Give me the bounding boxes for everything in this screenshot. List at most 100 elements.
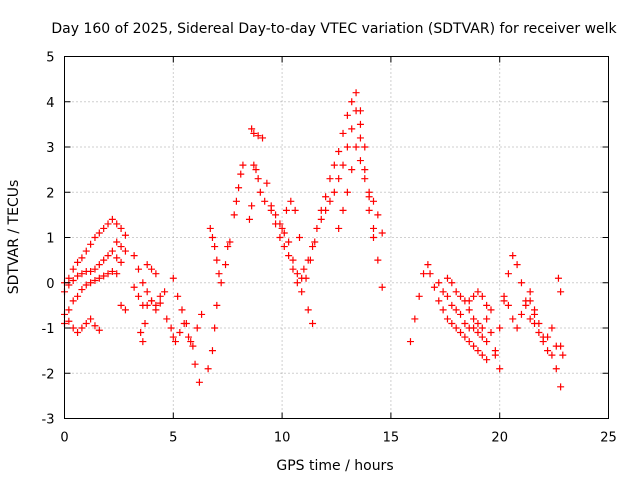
data-point <box>470 324 478 332</box>
data-point <box>548 351 556 359</box>
series-arc-q <box>278 197 317 327</box>
data-point <box>365 188 373 196</box>
x-tick-label: 5 <box>169 431 177 446</box>
x-tick-label: 0 <box>60 431 68 446</box>
series-arc-y <box>435 279 491 346</box>
data-point <box>326 175 334 183</box>
data-point <box>483 356 491 364</box>
data-point <box>95 229 103 237</box>
data-point <box>239 161 247 169</box>
data-point <box>278 224 286 232</box>
data-point <box>439 288 447 296</box>
series-arc-ae <box>531 319 565 391</box>
series-arc-m <box>245 161 269 223</box>
data-point <box>198 310 206 318</box>
data-point <box>226 238 234 246</box>
data-point <box>250 129 258 137</box>
data-point <box>211 243 219 251</box>
data-point <box>272 211 280 219</box>
data-point <box>348 166 356 174</box>
data-point <box>304 256 312 264</box>
data-point <box>74 258 82 266</box>
data-point <box>217 279 225 287</box>
data-point <box>161 288 169 296</box>
series-arc-k <box>206 224 223 278</box>
data-point <box>182 319 190 327</box>
data-point <box>361 143 369 151</box>
series-arc-u <box>356 134 386 291</box>
data-point <box>276 234 284 241</box>
data-point <box>461 333 469 341</box>
data-point <box>361 166 369 174</box>
data-point <box>193 324 201 332</box>
series-arc-a <box>61 215 129 287</box>
data-point <box>206 224 214 232</box>
data-point <box>113 254 121 262</box>
data-point <box>513 261 521 269</box>
y-tick-label: -2 <box>42 367 55 382</box>
data-point <box>224 243 232 251</box>
y-axis-label: SDTVAR / TECUs <box>6 180 22 295</box>
data-point <box>78 286 86 294</box>
data-point <box>187 338 195 346</box>
data-point <box>82 247 90 255</box>
data-point <box>326 197 334 205</box>
data-point <box>517 279 525 287</box>
data-point <box>369 197 377 205</box>
data-point <box>100 272 108 280</box>
data-point <box>121 306 129 314</box>
data-point <box>420 270 428 278</box>
data-point <box>339 161 347 169</box>
data-point <box>487 306 495 314</box>
data-point <box>339 206 347 214</box>
data-point <box>235 184 243 192</box>
data-point <box>176 329 184 337</box>
data-point <box>65 317 73 325</box>
data-point <box>496 324 504 332</box>
data-point <box>256 188 264 196</box>
x-tick-label: 25 <box>600 431 617 446</box>
series-arc-v <box>365 188 386 237</box>
data-point <box>100 256 108 264</box>
axis-ticks: 0 5 10 15 20 25 -3 -2 -1 0 1 2 3 4 5 <box>42 51 617 446</box>
data-point <box>237 170 245 178</box>
data-point <box>343 188 351 196</box>
data-point <box>557 342 565 350</box>
data-point <box>213 256 221 264</box>
data-point <box>117 258 125 266</box>
data-point <box>435 297 443 305</box>
series-arc-j <box>204 238 234 373</box>
data-point <box>552 365 560 373</box>
data-point <box>174 292 182 300</box>
data-point <box>69 324 77 332</box>
data-point <box>352 143 360 151</box>
data-point <box>356 134 364 142</box>
data-point <box>100 224 108 232</box>
data-point <box>143 261 151 269</box>
data-point <box>156 299 164 307</box>
data-point <box>557 383 565 391</box>
data-point <box>117 301 125 309</box>
data-point <box>474 319 482 327</box>
data-point <box>313 224 321 232</box>
data-point <box>213 301 221 309</box>
series-arc-o <box>263 179 319 296</box>
data-point <box>374 256 382 264</box>
data-point <box>478 292 486 300</box>
data-point <box>378 283 386 291</box>
data-point <box>352 107 360 115</box>
data-point <box>87 267 95 275</box>
data-point <box>457 292 465 300</box>
series-arc-w <box>406 261 432 346</box>
data-point <box>254 132 262 140</box>
data-point <box>483 338 491 346</box>
data-point <box>298 288 306 296</box>
data-point <box>189 342 197 350</box>
data-point <box>121 231 129 239</box>
data-point <box>406 338 414 346</box>
data-point <box>430 283 438 291</box>
data-point <box>289 265 297 273</box>
data-point <box>143 288 151 296</box>
data-point <box>208 234 216 241</box>
data-point <box>74 329 82 337</box>
